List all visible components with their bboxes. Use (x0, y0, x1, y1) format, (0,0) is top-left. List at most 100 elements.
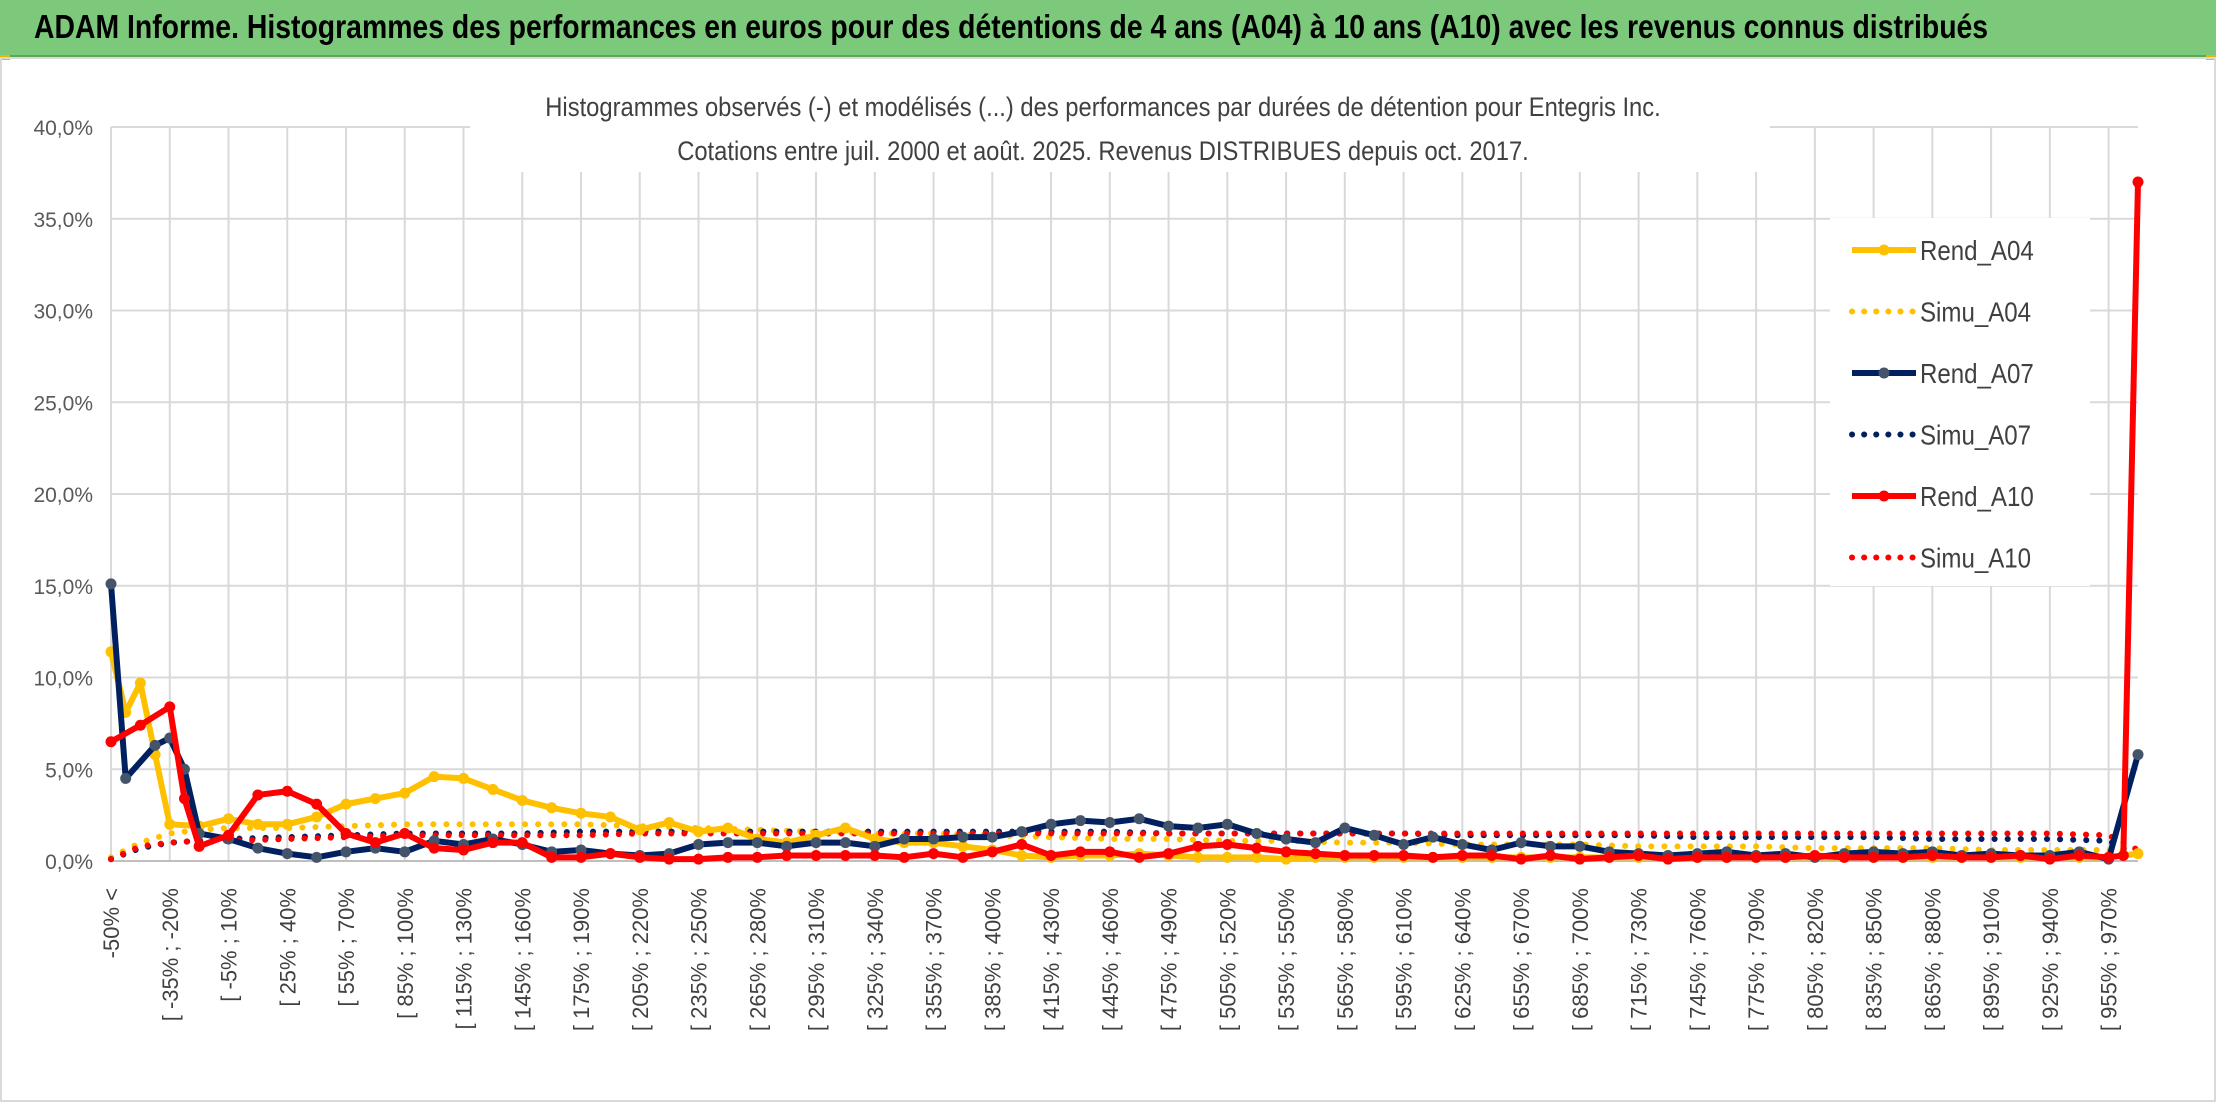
legend-label: Simu_A04 (1920, 296, 2031, 328)
data-point-rend-a07 (311, 851, 323, 863)
data-point-rend-a10 (399, 827, 411, 839)
y-tick-label: 20,0% (33, 484, 93, 507)
data-point-rend-a10 (281, 785, 293, 797)
data-point-rend-a10 (604, 848, 616, 860)
data-point-rend-a10 (1868, 851, 1880, 863)
data-point-rend-a07 (1104, 816, 1116, 828)
data-point-rend-a07 (1309, 837, 1321, 849)
data-point-rend-a07 (1398, 838, 1410, 850)
data-point-rend-a10 (164, 701, 176, 713)
x-tick-label: [ 475% ; 490% (1157, 888, 1182, 1031)
data-point-rend-a10 (2103, 851, 2115, 863)
x-tick-label: [ 625% ; 640% (1450, 888, 1475, 1031)
data-point-rend-a04 (546, 802, 558, 814)
data-point-rend-a07 (1074, 815, 1086, 827)
data-point-rend-a10 (1456, 849, 1468, 861)
data-point-rend-a10 (1133, 851, 1145, 863)
legend-label: Simu_A07 (1920, 419, 2031, 451)
data-point-rend-a10 (1163, 848, 1175, 860)
y-tick-label: 0,0% (45, 851, 93, 874)
data-point-rend-a10 (693, 853, 705, 865)
x-axis: -50% < [ -35% ; -20% [ -5% ; 10% [ 25% ; 40… (99, 860, 2138, 1031)
banner-title: ADAM Informe. Histogrammes des performan… (34, 8, 1989, 45)
x-tick-label: [ 25% ; 40% (275, 888, 300, 1007)
data-point-rend-a10 (311, 798, 323, 810)
data-point-rend-a10 (1016, 838, 1028, 850)
data-point-rend-a04 (722, 822, 734, 834)
data-point-rend-a07 (149, 739, 161, 751)
data-point-rend-a07 (928, 833, 940, 845)
x-tick-label: [ 505% ; 520% (1215, 888, 1240, 1031)
x-tick-label: [ 685% ; 700% (1568, 888, 1593, 1031)
x-tick-label: [ 655% ; 670% (1509, 888, 1534, 1031)
data-point-rend-a10 (1045, 849, 1057, 861)
data-point-rend-a10 (1544, 849, 1556, 861)
x-tick-label: [ 715% ; 730% (1627, 888, 1652, 1031)
data-point-rend-a10 (928, 848, 940, 860)
data-point-rend-a10 (810, 849, 822, 861)
data-point-rend-a10 (1104, 846, 1116, 858)
data-point-rend-a10 (223, 829, 235, 841)
data-point-rend-a10 (1074, 846, 1086, 858)
data-point-rend-a07 (1192, 822, 1204, 834)
data-point-rend-a07 (781, 840, 793, 852)
data-point-rend-a07 (1045, 818, 1057, 830)
data-point-rend-a04 (634, 824, 646, 836)
data-point-rend-a07 (399, 846, 411, 858)
y-tick-label: 25,0% (33, 392, 93, 415)
series-line-rend-a04 (108, 651, 2139, 863)
data-point-rend-a07 (810, 837, 822, 849)
x-tick-label: [ 445% ; 460% (1098, 888, 1123, 1031)
data-point-rend-a07 (105, 578, 117, 590)
data-point-rend-a10 (1897, 851, 1909, 863)
x-tick-label: [ 805% ; 820% (1803, 888, 1828, 1031)
data-point-rend-a04 (575, 807, 587, 819)
data-point-rend-a10 (2132, 176, 2144, 188)
data-point-rend-a07 (1427, 831, 1439, 843)
x-tick-label: [ 415% ; 430% (1039, 888, 1064, 1031)
data-point-rend-a07 (1280, 833, 1292, 845)
data-point-rend-a10 (546, 851, 558, 863)
data-point-rend-a10 (1192, 840, 1204, 852)
data-point-rend-a10 (1427, 851, 1439, 863)
data-point-rend-a10 (1486, 849, 1498, 861)
x-tick-label: [ -5% ; 10% (217, 888, 242, 1002)
x-tick-label: [ 55% ; 70% (334, 888, 359, 1007)
data-point-rend-a10 (2117, 849, 2129, 861)
data-point-rend-a04 (223, 813, 235, 825)
data-point-rend-a10 (575, 851, 587, 863)
y-tick-label: 10,0% (33, 668, 93, 691)
data-point-rend-a10 (1926, 849, 1938, 861)
x-tick-label: [ 385% ; 400% (980, 888, 1005, 1031)
data-point-rend-a04 (2132, 848, 2144, 860)
chart-title: Histogrammes observés (-) et modélisés (… (545, 93, 1660, 123)
data-point-rend-a07 (751, 837, 763, 849)
data-point-rend-a07 (1133, 813, 1145, 825)
legend-marker (1878, 244, 1890, 256)
x-tick-label: [ 865% ; 880% (1920, 888, 1945, 1031)
data-point-rend-a10 (1838, 851, 1850, 863)
title-background (470, 82, 1770, 172)
title-banner: ADAM Informe. Histogrammes des performan… (0, 0, 2216, 57)
data-point-rend-a04 (164, 818, 176, 830)
data-point-rend-a07 (1574, 840, 1586, 852)
data-point-rend-a10 (957, 851, 969, 863)
data-point-rend-a10 (1750, 851, 1762, 863)
data-point-rend-a10 (193, 840, 205, 852)
data-point-rend-a04 (1251, 851, 1263, 863)
data-point-rend-a07 (281, 848, 293, 860)
data-point-rend-a10 (1779, 851, 1791, 863)
data-point-rend-a10 (1221, 838, 1233, 850)
x-tick-label: [ 295% ; 310% (804, 888, 829, 1031)
series-line-rend-a07 (108, 583, 2141, 863)
x-tick-label: [ 145% ; 160% (510, 888, 535, 1031)
legend-marker (1878, 490, 1890, 502)
data-point-rend-a10 (1368, 849, 1380, 861)
data-point-rend-a10 (516, 837, 528, 849)
data-point-rend-a10 (369, 837, 381, 849)
grid (110, 126, 2138, 862)
legend-label: Rend_A07 (1920, 357, 2034, 389)
chart-area (0, 57, 2216, 1102)
data-point-rend-a10 (1251, 842, 1263, 854)
data-point-rend-a04 (252, 818, 264, 830)
